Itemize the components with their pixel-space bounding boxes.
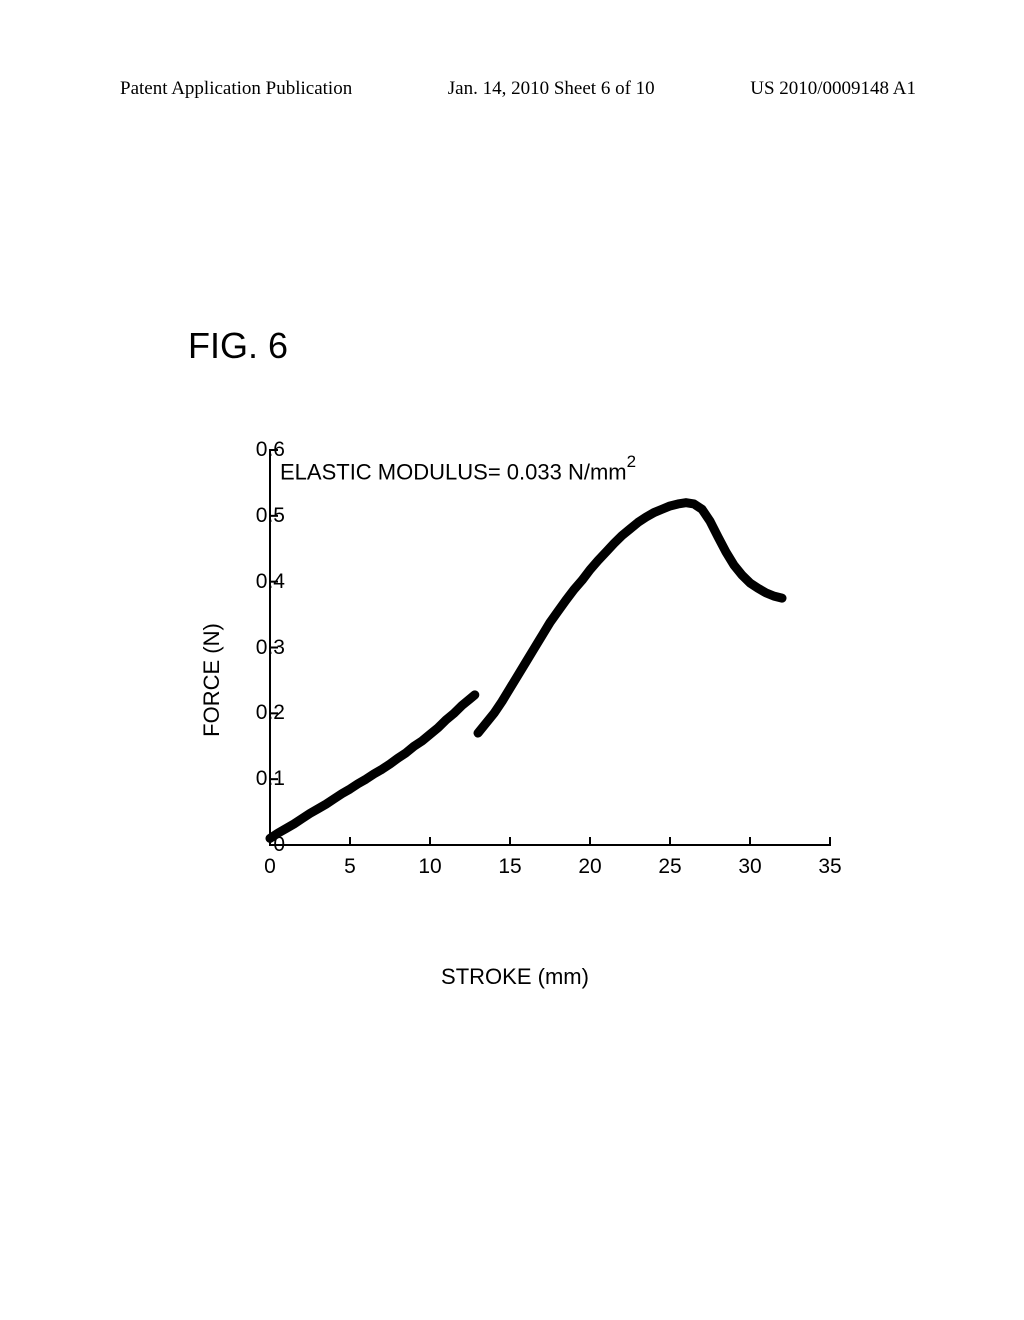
y-tick-label: 0.1 (256, 767, 285, 791)
plot-area: ELASTIC MODULUS= 0.033 N/mm2 (270, 450, 830, 845)
y-tick-label: 0 (273, 833, 285, 857)
annotation-text: ELASTIC MODULUS= 0.033 N/mm (280, 459, 627, 484)
y-tick-label: 0.6 (256, 438, 285, 462)
x-tick-label: 20 (578, 855, 601, 879)
x-tick-label: 5 (344, 855, 356, 879)
x-tick-label: 10 (418, 855, 441, 879)
y-tick-label: 0.4 (256, 570, 285, 594)
figure-label: FIG. 6 (188, 325, 288, 367)
chart-svg (270, 450, 830, 845)
x-tick-label: 30 (738, 855, 761, 879)
elastic-modulus-annotation: ELASTIC MODULUS= 0.033 N/mm2 (280, 456, 636, 485)
y-tick-label: 0.3 (256, 636, 285, 660)
y-tick-label: 0.2 (256, 701, 285, 725)
x-tick-label: 35 (818, 855, 841, 879)
header-center: Jan. 14, 2010 Sheet 6 of 10 (448, 78, 655, 100)
annotation-exp: 2 (627, 452, 636, 471)
x-axis-label: STROKE (mm) (441, 964, 589, 990)
x-tick-label: 25 (658, 855, 681, 879)
header-right: US 2010/0009148 A1 (750, 78, 916, 100)
header-left: Patent Application Publication (120, 78, 352, 100)
force-stroke-chart: FORCE (N) ELASTIC MODULUS= 0.033 N/mm2 0… (165, 440, 865, 920)
y-axis-label: FORCE (N) (199, 623, 225, 737)
page-header: Patent Application Publication Jan. 14, … (0, 78, 1024, 100)
x-tick-label: 0 (264, 855, 276, 879)
x-tick-label: 15 (498, 855, 521, 879)
y-tick-label: 0.5 (256, 504, 285, 528)
